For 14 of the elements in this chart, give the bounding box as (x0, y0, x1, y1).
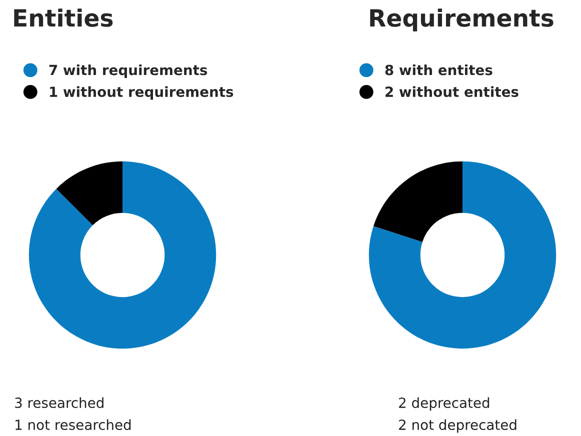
text: 2 not deprecated (399, 419, 516, 433)
legend-label: 2 without entites (386, 86, 518, 98)
legend-label: 8 with entites (385, 64, 492, 76)
text: 2 deprecated (399, 397, 490, 411)
donut-slice (368, 161, 556, 349)
legend-label: 7 with requirements (49, 64, 208, 78)
donut-slice (373, 161, 462, 242)
text: 1 not researched (16, 419, 131, 430)
donut-slice (56, 161, 122, 226)
text: 3 researched (15, 397, 104, 408)
chart-title: Entities (14, 8, 113, 27)
chart-title: Requirements (370, 8, 554, 32)
donut-slice (28, 161, 216, 349)
legend-label: 1 without requirements (50, 86, 234, 100)
